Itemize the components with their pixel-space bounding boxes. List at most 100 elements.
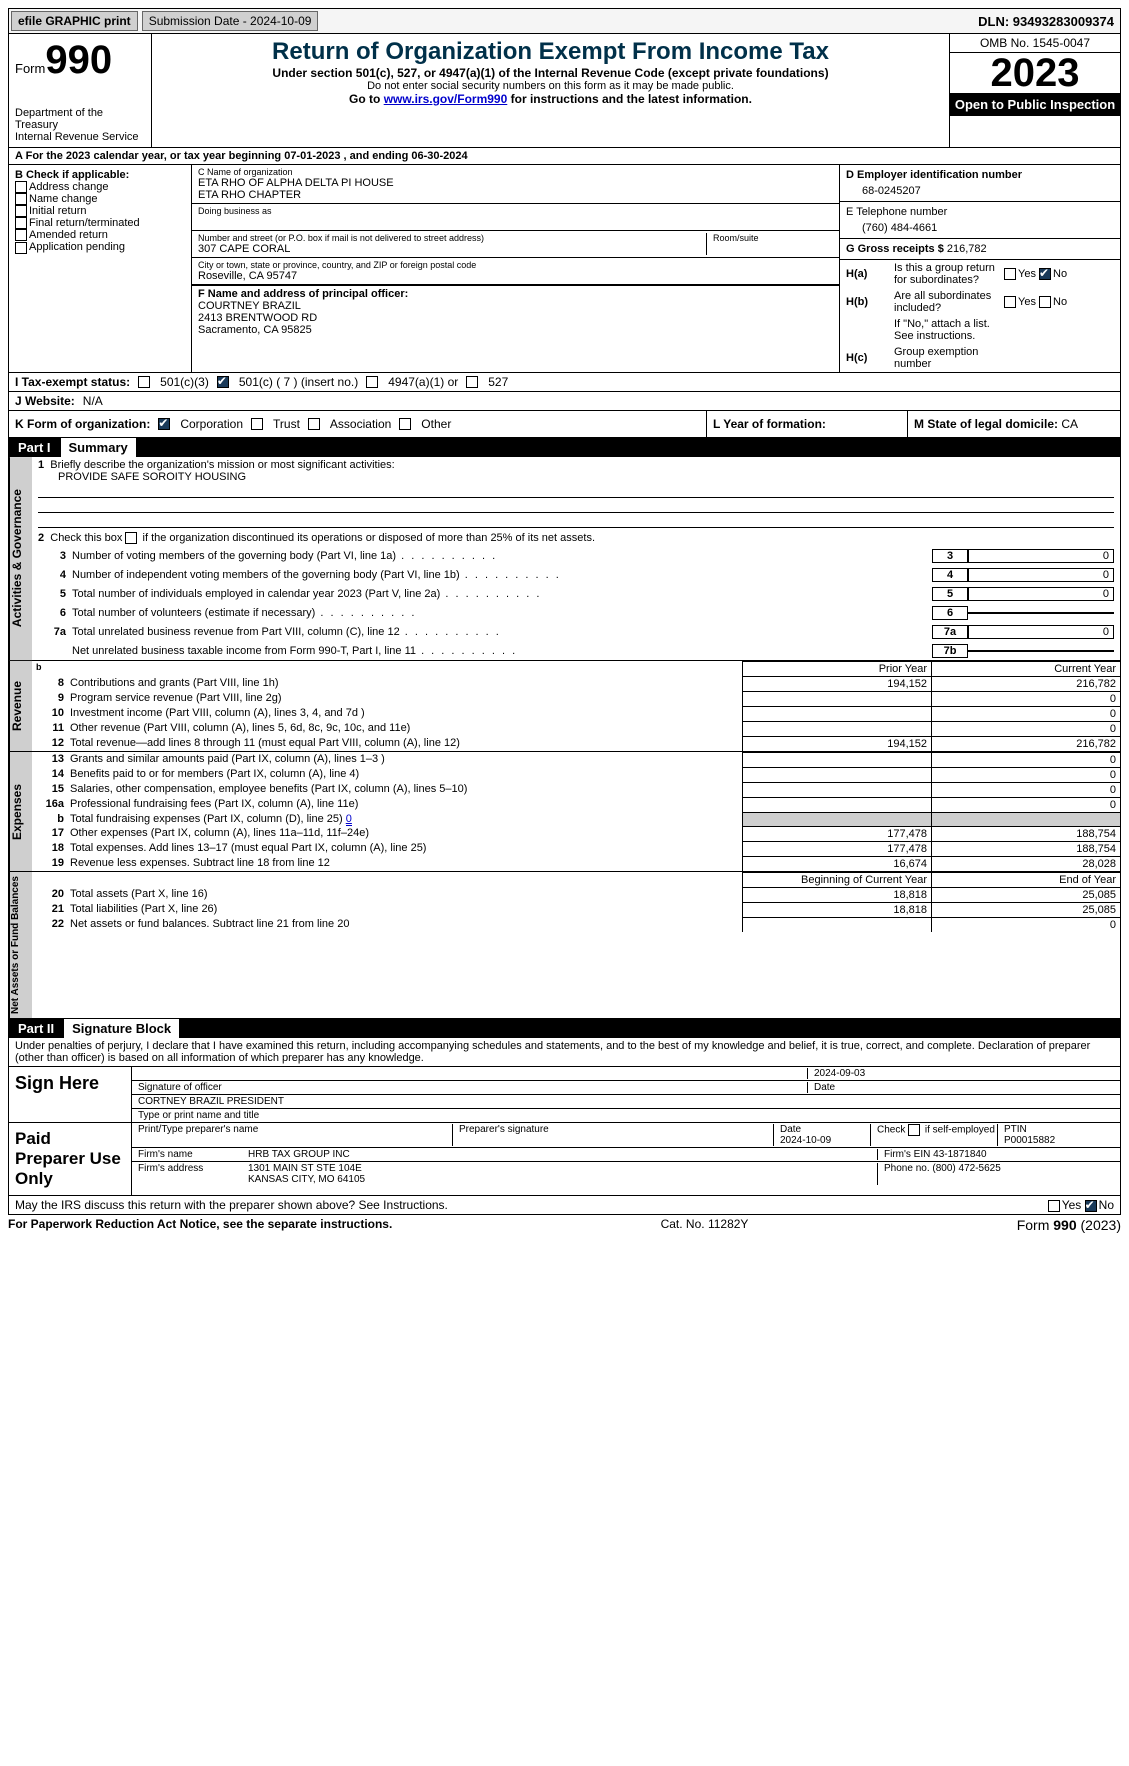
street-address: 307 CAPE CORAL (198, 243, 706, 255)
line-i: I Tax-exempt status: 501(c)(3) 501(c) ( … (8, 373, 1121, 392)
sign-here-label: Sign Here (9, 1067, 132, 1122)
checkbox-assoc[interactable] (308, 418, 320, 430)
hb-note: If "No," attach a list. See instructions… (894, 318, 1004, 342)
checkbox-address-change[interactable] (15, 181, 27, 193)
lbl-amended: Amended return (29, 229, 108, 241)
checkbox-4947[interactable] (366, 376, 378, 388)
checkbox-initial-return[interactable] (15, 205, 27, 217)
form-number: 990 (45, 38, 112, 82)
q2-text: Check this box if the organization disco… (50, 532, 595, 544)
website-value: N/A (83, 394, 103, 408)
org-name-label: C Name of organization (198, 167, 833, 177)
mission-blank-1 (38, 483, 1114, 498)
part2-title: Signature Block (64, 1019, 179, 1038)
part2-header: Part II Signature Block (8, 1019, 1121, 1038)
ptin-value: P00015882 (1004, 1135, 1055, 1146)
row-8: 8Contributions and grants (Part VIII, li… (32, 676, 1120, 691)
org-name-1: ETA RHO OF ALPHA DELTA PI HOUSE (198, 177, 833, 189)
row-11: 11Other revenue (Part VIII, column (A), … (32, 721, 1120, 736)
ha-yes-checkbox[interactable] (1004, 268, 1016, 280)
row-22: 22Net assets or fund balances. Subtract … (32, 917, 1120, 932)
firm-addr1: 1301 MAIN ST STE 104E (248, 1163, 362, 1174)
row-21: 21Total liabilities (Part X, line 26)18,… (32, 902, 1120, 917)
checkbox-discontinued[interactable] (125, 532, 137, 544)
firm-addr-label: Firm's address (138, 1163, 248, 1185)
gov-line-6: 6Total number of volunteers (estimate if… (32, 603, 1120, 622)
ha-no-label: No (1053, 268, 1067, 280)
city-label: City or town, state or province, country… (198, 260, 833, 270)
checkbox-app-pending[interactable] (15, 242, 27, 254)
checkbox-amended[interactable] (15, 229, 27, 241)
col-b-checkboxes: B Check if applicable: Address change Na… (9, 165, 192, 372)
checkbox-527[interactable] (466, 376, 478, 388)
checkbox-other[interactable] (399, 418, 411, 430)
checkbox-name-change[interactable] (15, 193, 27, 205)
hb-no-checkbox[interactable] (1039, 296, 1051, 308)
discuss-no-checkbox[interactable] (1085, 1200, 1097, 1212)
row-9: 9Program service revenue (Part VIII, lin… (32, 691, 1120, 706)
city-value: Roseville, CA 95747 (198, 270, 833, 282)
line-m-label: M State of legal domicile: (914, 417, 1061, 431)
part1-revenue: Revenue b Prior Year Current Year 8Contr… (8, 661, 1121, 752)
part1-net-assets: Net Assets or Fund Balances Beginning of… (8, 872, 1121, 1019)
firm-addr2: KANSAS CITY, MO 64105 (248, 1174, 365, 1185)
part1-governance: Activities & Governance 1 Briefly descri… (8, 457, 1121, 661)
phone-label: Phone no. (884, 1163, 930, 1174)
page-footer: For Paperwork Reduction Act Notice, see … (8, 1217, 1121, 1233)
form-title: Return of Organization Exempt From Incom… (158, 38, 943, 66)
opt-501c: 501(c) ( 7 ) (insert no.) (239, 375, 358, 389)
hc-text: Group exemption number (894, 346, 1004, 370)
form-subtitle-2: Do not enter social security numbers on … (158, 80, 943, 92)
row-14: 14Benefits paid to or for members (Part … (32, 767, 1120, 782)
lbl-name-change: Name change (29, 193, 98, 205)
q1-text: Briefly describe the organization's miss… (50, 459, 394, 471)
irs-link[interactable]: www.irs.gov/Form990 (384, 92, 508, 106)
col-end-year: End of Year (931, 872, 1120, 887)
row-13: 13Grants and similar amounts paid (Part … (32, 752, 1120, 767)
ein-label: D Employer identification number (846, 169, 1114, 181)
type-name-label: Type or print name and title (138, 1110, 259, 1121)
checkbox-final-return[interactable] (15, 217, 27, 229)
firm-ein: 43-1871840 (933, 1149, 986, 1160)
lbl-initial-return: Initial return (29, 205, 86, 217)
checkbox-501c3[interactable] (138, 376, 150, 388)
checkbox-corp[interactable] (158, 418, 170, 430)
part1-header: Part I Summary (8, 438, 1121, 457)
form-header: Form990 Department of the Treasury Inter… (8, 34, 1121, 148)
org-name-2: ETA RHO CHAPTER (198, 189, 833, 201)
hb-text: Are all subordinates included? (894, 290, 1004, 314)
gross-value: 216,782 (947, 243, 987, 255)
checkbox-trust[interactable] (251, 418, 263, 430)
efile-print-button[interactable]: efile GRAPHIC print (11, 11, 138, 31)
discuss-no-label: No (1099, 1198, 1114, 1212)
officer-name: COURTNEY BRAZIL (198, 300, 833, 312)
checkbox-501c[interactable] (217, 376, 229, 388)
lbl-final-return: Final return/terminated (29, 217, 140, 229)
opt-trust: Trust (273, 417, 300, 431)
ha-no-checkbox[interactable] (1039, 268, 1051, 280)
paid-preparer-label: Paid Preparer Use Only (9, 1123, 132, 1195)
phone-value: (800) 472-5625 (932, 1163, 1000, 1174)
ein-value: 68-0245207 (846, 181, 1114, 197)
submission-date: Submission Date - 2024-10-09 (142, 11, 319, 31)
opt-assoc: Association (330, 417, 391, 431)
part2-num: Part II (8, 1019, 64, 1038)
checkbox-self-employed[interactable] (908, 1124, 920, 1136)
firm-name-label: Firm's name (138, 1149, 248, 1160)
part1-num: Part I (8, 438, 61, 457)
col-current-year: Current Year (931, 661, 1120, 676)
part1-title: Summary (61, 438, 136, 457)
firm-name: HRB TAX GROUP INC (248, 1149, 877, 1160)
line-j-label: J Website: (15, 394, 75, 408)
dba-label: Doing business as (198, 206, 833, 216)
footer-mid: Cat. No. 11282Y (661, 1217, 749, 1233)
side-revenue: Revenue (9, 661, 32, 751)
hb-yes-checkbox[interactable] (1004, 296, 1016, 308)
discuss-yes-checkbox[interactable] (1048, 1200, 1060, 1212)
room-label: Room/suite (713, 233, 833, 243)
dept-treasury: Department of the Treasury Internal Reve… (15, 107, 145, 143)
opt-501c3: 501(c)(3) (160, 375, 209, 389)
discuss-text: May the IRS discuss this return with the… (15, 1198, 448, 1212)
row-12: 12Total revenue—add lines 8 through 11 (… (32, 736, 1120, 751)
officer-addr2: Sacramento, CA 95825 (198, 324, 833, 336)
